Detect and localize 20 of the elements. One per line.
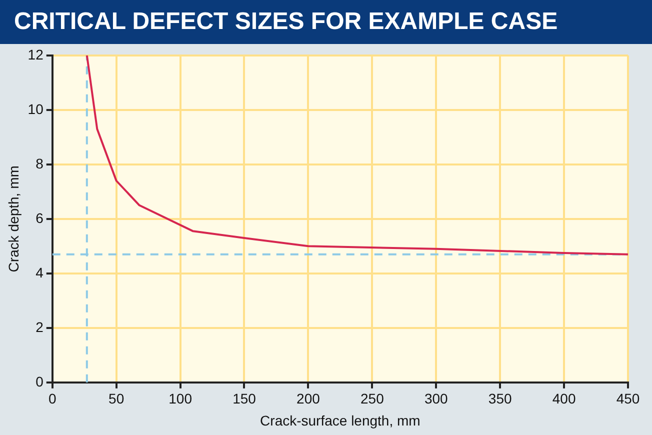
y-tick-label: 0 bbox=[36, 373, 44, 390]
x-tick-label: 200 bbox=[296, 390, 320, 407]
y-tick-label: 12 bbox=[28, 46, 44, 62]
x-tick-label: 150 bbox=[232, 390, 256, 407]
x-tick-label: 300 bbox=[424, 390, 448, 407]
y-tick-label: 2 bbox=[36, 318, 44, 335]
y-axis-title: Crack depth, mm bbox=[5, 166, 22, 272]
x-axis-title: Crack-surface length, mm bbox=[260, 412, 420, 428]
y-tick-label: 6 bbox=[36, 210, 44, 226]
x-tick-label: 50 bbox=[108, 390, 124, 407]
y-tick-label: 4 bbox=[36, 264, 44, 280]
x-tick-label: 100 bbox=[168, 390, 192, 407]
x-tick-label: 400 bbox=[552, 390, 576, 407]
x-tick-label: 250 bbox=[360, 390, 384, 407]
x-tick-label: 350 bbox=[488, 390, 512, 407]
x-tick-label: 0 bbox=[48, 390, 56, 407]
y-tick-label: 10 bbox=[28, 100, 44, 117]
chart-title: CRITICAL DEFECT SIZES FOR EXAMPLE CASE bbox=[0, 0, 652, 44]
y-tick-label: 8 bbox=[36, 155, 44, 172]
x-tick-label: 450 bbox=[616, 390, 640, 407]
